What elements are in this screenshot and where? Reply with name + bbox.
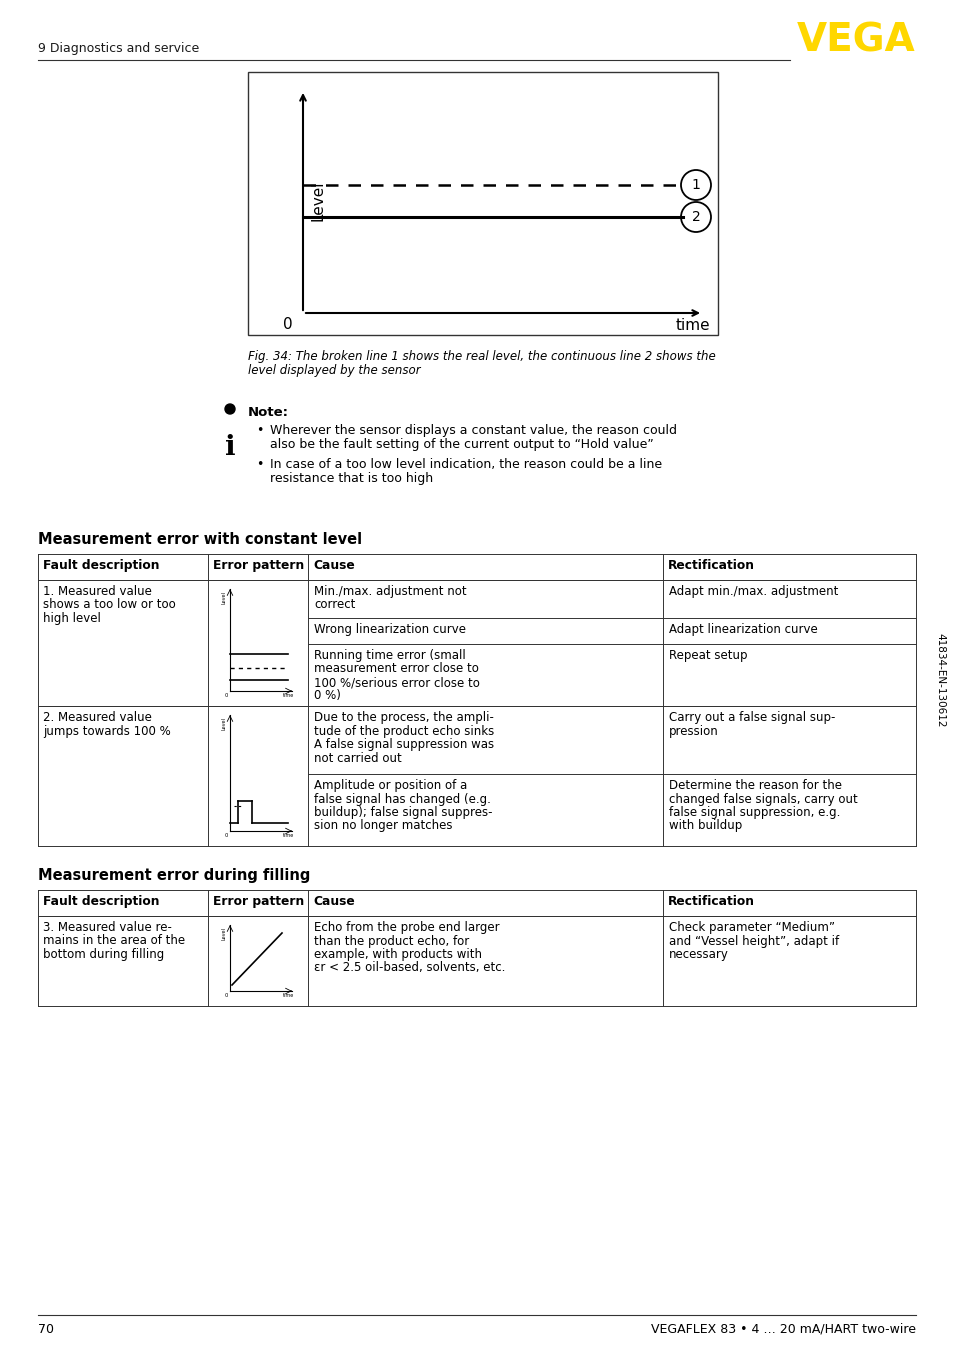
Text: 100 %/serious error close to: 100 %/serious error close to	[314, 676, 479, 689]
Text: Check parameter “Medium”: Check parameter “Medium”	[668, 921, 834, 934]
Text: In case of a too low level indication, the reason could be a line: In case of a too low level indication, t…	[270, 458, 661, 471]
Bar	[248, 72, 718, 334]
Text: with buildup: with buildup	[668, 819, 741, 833]
Text: Due to the process, the ampli-: Due to the process, the ampli-	[314, 711, 494, 724]
Text: •: •	[255, 424, 263, 437]
Text: changed false signals, carry out: changed false signals, carry out	[668, 792, 857, 806]
Text: time: time	[675, 318, 709, 333]
Text: 2: 2	[691, 210, 700, 223]
Text: Carry out a false signal sup-: Carry out a false signal sup-	[668, 711, 835, 724]
Text: 70: 70	[38, 1323, 54, 1336]
Text: A false signal suppression was: A false signal suppression was	[314, 738, 494, 751]
Text: Cause: Cause	[313, 559, 355, 571]
Text: resistance that is too high: resistance that is too high	[270, 473, 433, 485]
Text: also be the fault setting of the current output to “Hold value”: also be the fault setting of the current…	[270, 437, 653, 451]
Text: Level: Level	[311, 180, 326, 221]
Text: Level: Level	[222, 590, 227, 604]
Text: Rectification: Rectification	[667, 559, 754, 571]
Text: not carried out: not carried out	[314, 751, 401, 765]
Text: 0: 0	[224, 833, 228, 838]
Text: time: time	[282, 833, 294, 838]
Text: Measurement error during filling: Measurement error during filling	[38, 868, 310, 883]
Text: Fault description: Fault description	[43, 895, 159, 909]
Text: 1. Measured value: 1. Measured value	[43, 585, 152, 598]
Text: time: time	[282, 992, 294, 998]
Text: high level: high level	[43, 612, 101, 626]
Text: •: •	[255, 458, 263, 471]
Text: VEGAFLEX 83 • 4 … 20 mA/HART two-wire: VEGAFLEX 83 • 4 … 20 mA/HART two-wire	[650, 1323, 915, 1336]
Text: 9 Diagnostics and service: 9 Diagnostics and service	[38, 42, 199, 56]
Text: sion no longer matches: sion no longer matches	[314, 819, 452, 833]
Text: VEGA: VEGA	[797, 22, 915, 60]
Text: Adapt linearization curve: Adapt linearization curve	[668, 623, 817, 636]
Text: Amplitude or position of a: Amplitude or position of a	[314, 779, 467, 792]
Text: level displayed by the sensor: level displayed by the sensor	[248, 364, 420, 376]
Text: 0: 0	[224, 992, 228, 998]
Text: Wherever the sensor displays a constant value, the reason could: Wherever the sensor displays a constant …	[270, 424, 677, 437]
Text: example, with products with: example, with products with	[314, 948, 481, 961]
Text: mains in the area of the: mains in the area of the	[43, 934, 185, 948]
Text: 3. Measured value re-: 3. Measured value re-	[43, 921, 172, 934]
Text: Rectification: Rectification	[667, 895, 754, 909]
Text: false signal suppression, e.g.: false signal suppression, e.g.	[668, 806, 840, 819]
Text: Cause: Cause	[313, 895, 355, 909]
Text: pression: pression	[668, 724, 718, 738]
Text: and “Vessel height”, adapt if: and “Vessel height”, adapt if	[668, 934, 839, 948]
Text: 41834-EN-130612: 41834-EN-130612	[934, 632, 944, 727]
Text: 1: 1	[691, 177, 700, 192]
Text: Determine the reason for the: Determine the reason for the	[668, 779, 841, 792]
Text: εr < 2.5 oil-based, solvents, etc.: εr < 2.5 oil-based, solvents, etc.	[314, 961, 505, 975]
Text: necessary: necessary	[668, 948, 728, 961]
Text: 0 %): 0 %)	[314, 689, 340, 703]
Text: Running time error (small: Running time error (small	[314, 649, 465, 662]
Text: bottom during filling: bottom during filling	[43, 948, 164, 961]
Text: Level: Level	[222, 718, 227, 730]
Text: measurement error close to: measurement error close to	[314, 662, 478, 676]
Text: Fig. 34: The broken line 1 shows the real level, the continuous line 2 shows the: Fig. 34: The broken line 1 shows the rea…	[248, 349, 715, 363]
Circle shape	[225, 403, 234, 414]
Text: Error pattern: Error pattern	[213, 895, 304, 909]
Text: time: time	[282, 693, 294, 699]
Text: Adapt min./max. adjustment: Adapt min./max. adjustment	[668, 585, 838, 598]
Text: Repeat setup: Repeat setup	[668, 649, 747, 662]
Text: 2. Measured value: 2. Measured value	[43, 711, 152, 724]
Text: Measurement error with constant level: Measurement error with constant level	[38, 532, 362, 547]
Text: Fault description: Fault description	[43, 559, 159, 571]
Text: i: i	[225, 435, 235, 460]
Text: shows a too low or too: shows a too low or too	[43, 598, 175, 612]
Text: Min./max. adjustment not: Min./max. adjustment not	[314, 585, 466, 598]
Text: 0: 0	[283, 317, 293, 332]
Text: buildup); false signal suppres-: buildup); false signal suppres-	[314, 806, 492, 819]
Text: jumps towards 100 %: jumps towards 100 %	[43, 724, 171, 738]
Text: false signal has changed (e.g.: false signal has changed (e.g.	[314, 792, 491, 806]
Text: than the product echo, for: than the product echo, for	[314, 934, 469, 948]
Text: 0: 0	[224, 693, 228, 699]
Text: correct: correct	[314, 598, 355, 612]
Text: Note:: Note:	[248, 406, 289, 418]
Text: Level: Level	[222, 927, 227, 940]
Text: Echo from the probe end larger: Echo from the probe end larger	[314, 921, 499, 934]
Text: Error pattern: Error pattern	[213, 559, 304, 571]
Text: tude of the product echo sinks: tude of the product echo sinks	[314, 724, 494, 738]
Text: Wrong linearization curve: Wrong linearization curve	[314, 623, 465, 636]
